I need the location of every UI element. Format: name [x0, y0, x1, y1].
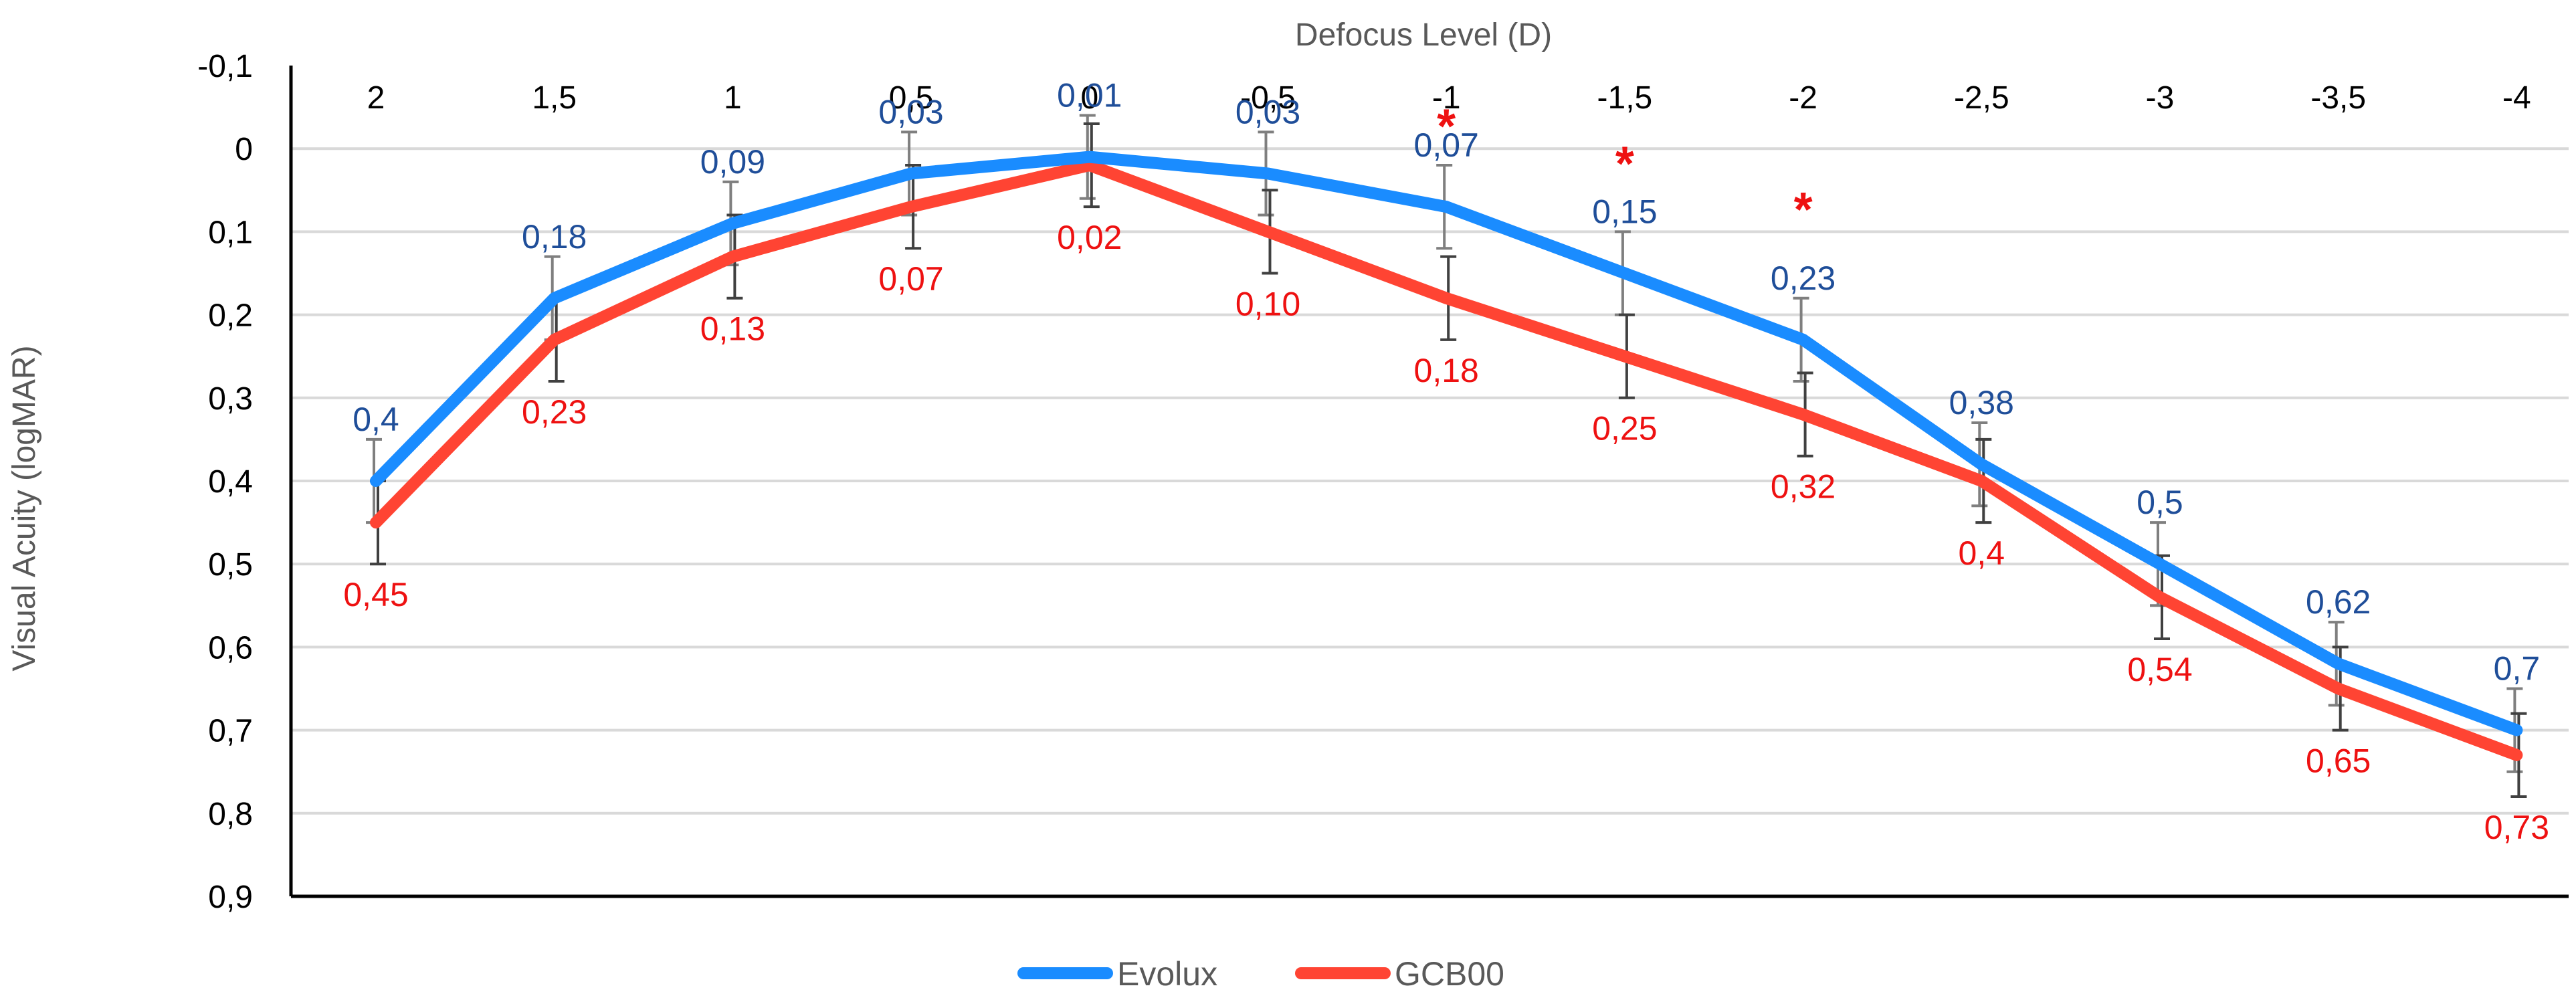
- data-label-gcb00: 0,65: [2306, 742, 2371, 780]
- data-label-gcb00: 0,13: [700, 310, 765, 348]
- data-label-evolux: 0,38: [1949, 384, 2014, 421]
- x-tick-label: 2: [367, 80, 385, 116]
- legend-label: GCB00: [1395, 955, 1504, 993]
- data-label-gcb00: 0,10: [1235, 285, 1300, 322]
- y-tick-label: 0,9: [208, 880, 253, 915]
- data-label-gcb00: 0,23: [522, 393, 587, 431]
- legend: Evolux GCB00: [1017, 955, 1504, 993]
- data-label-evolux: 0,01: [1057, 77, 1122, 114]
- x-tick-label: -3,5: [2310, 80, 2366, 116]
- series-line-evolux: [370, 151, 2523, 736]
- x-tick-label: 0,5: [889, 80, 934, 116]
- y-tick-label: 0,4: [208, 464, 253, 500]
- legend-label: Evolux: [1117, 955, 1217, 993]
- y-tick-label: 0,3: [208, 381, 253, 417]
- data-label-evolux: 0,18: [522, 218, 587, 256]
- y-tick-label: 0,7: [208, 714, 253, 749]
- significance-marks: * * *: [1437, 100, 1812, 237]
- data-label-gcb00: 0,32: [1771, 468, 1836, 506]
- data-label-evolux: 0,4: [353, 401, 399, 438]
- data-label-gcb00: 0,02: [1057, 219, 1122, 256]
- data-label-gcb00: 0,4: [1959, 534, 2005, 572]
- data-label-gcb00: 0,73: [2484, 809, 2549, 846]
- x-axis-title: Defocus Level (D): [1295, 17, 1552, 53]
- y-tick-label: 0,1: [208, 215, 253, 250]
- x-tick-label: -1: [1432, 80, 1461, 116]
- series-line-gcb00: [370, 159, 2523, 761]
- data-label-gcb00: 0,25: [1592, 410, 1657, 447]
- significance-asterisk: *: [1615, 138, 1634, 191]
- y-tick-label: 0,5: [208, 547, 253, 583]
- data-label-evolux: 0,07: [1414, 126, 1479, 164]
- x-axis: 2 1,5 1 0,5 0 -0,5 -1 -1,5 -2 -2,5 -3 -3,5 -4: [367, 80, 2531, 116]
- x-tick-label: 1: [724, 80, 742, 116]
- legend-item-gcb00: GCB00: [1295, 955, 1504, 993]
- data-label-evolux: 0,7: [2494, 650, 2541, 688]
- data-label-gcb00: 0,45: [343, 576, 408, 613]
- data-label-evolux: 0,09: [700, 143, 765, 181]
- gridlines: [291, 147, 2569, 815]
- x-tick-label: -2: [1789, 80, 1817, 116]
- x-tick-label: -3: [2146, 80, 2175, 116]
- data-label-evolux: 0,03: [1235, 93, 1300, 130]
- y-axis: -0,1 0 0,1 0,2 0,3 0,4 0,5 0,6 0,7 0,8 0,9: [197, 49, 2569, 915]
- y-axis-title: Visual Acuity (logMAR): [7, 345, 42, 671]
- error-bars: [366, 114, 2527, 798]
- x-tick-label: -2,5: [1954, 80, 2009, 116]
- series-lines: [370, 151, 2523, 761]
- x-tick-label: -1,5: [1597, 80, 1653, 116]
- y-tick-label: -0,1: [197, 49, 253, 84]
- data-label-evolux: 0,5: [2137, 484, 2183, 521]
- x-tick-label: -4: [2502, 80, 2531, 116]
- data-label-evolux: 0,03: [878, 93, 943, 130]
- legend-item-evolux: Evolux: [1017, 955, 1217, 993]
- y-tick-label: 0,2: [208, 298, 253, 334]
- data-label-gcb00: 0,54: [2127, 651, 2192, 688]
- y-tick-label: 0: [235, 132, 253, 167]
- data-label-evolux: 0,15: [1592, 193, 1657, 231]
- data-label-gcb00: 0,07: [878, 260, 943, 298]
- data-label-evolux: 0,62: [2306, 583, 2371, 621]
- significance-asterisk: *: [1794, 183, 1813, 237]
- y-tick-label: 0,6: [208, 630, 253, 666]
- x-tick-label: 0: [1080, 80, 1098, 116]
- data-label-evolux: 0,23: [1771, 260, 1836, 297]
- data-label-gcb00: 0,18: [1414, 352, 1479, 389]
- x-tick-label: 1,5: [532, 80, 577, 116]
- data-labels: 0,4 0,18 0,09 0,03 0,01 0,03 0,07 0,15 0,23 0,38 0…: [343, 77, 2549, 846]
- significance-asterisk: *: [1437, 100, 1456, 154]
- x-tick-label: -0,5: [1240, 80, 1296, 116]
- y-tick-label: 0,8: [208, 797, 253, 832]
